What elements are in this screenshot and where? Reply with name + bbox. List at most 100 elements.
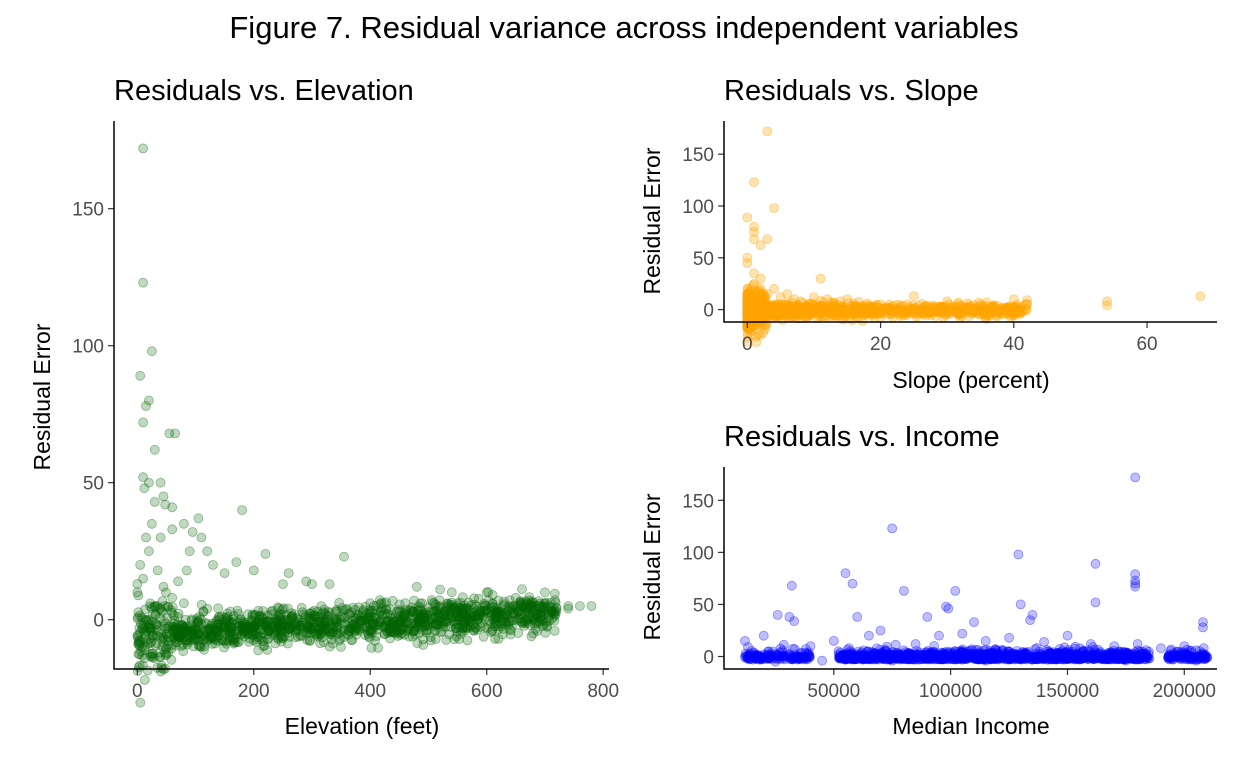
scatter-point [296,602,307,613]
scatter-point [1132,639,1143,649]
scatter-point [448,612,459,622]
scatter-point [135,560,146,570]
scatter-point [145,648,156,659]
scatter-point [460,625,471,636]
scatter-point [420,619,431,630]
scatter-point [512,614,522,625]
scatter-point [173,608,184,619]
scatter-point [1102,300,1112,311]
scatter-point [159,621,170,632]
scatter-point [957,628,968,639]
scatter-point [132,579,143,589]
scatter-point [155,532,166,543]
scatter-point [241,625,252,636]
scatter-point [253,632,264,642]
scatter-point [833,646,844,657]
scatter-point [365,615,376,626]
scatter-point [172,612,183,622]
scatter-point [455,606,466,616]
scatter-point [855,303,866,314]
scatter-point [395,625,406,636]
scatter-point [441,606,452,617]
x-axis-label: Median Income [892,713,1049,739]
scatter-point [158,491,169,502]
scatter-point [269,624,280,635]
scatter-point [452,600,463,611]
scatter-point [957,311,967,322]
scatter-point [1013,549,1024,560]
scatter-point [219,623,230,633]
scatter-point [287,622,298,633]
scatter-point [173,576,184,587]
scatter-point [322,613,333,624]
scatter-point [1156,643,1166,654]
scatter-point [456,615,467,626]
scatter-point [250,619,261,629]
scatter-point [543,607,553,617]
scatter-point [460,618,471,628]
scatter-point [367,622,378,633]
scatter-point [847,578,858,589]
scatter-point [534,616,545,627]
y-axis-label: Residual Error [639,493,665,640]
scatter-point [219,618,230,628]
scatter-point [224,634,235,645]
scatter-point [138,277,149,288]
scatter-point [416,616,427,627]
scatter-point [186,615,197,626]
scatter-point [540,601,551,612]
scatter-point [419,617,430,628]
scatter-point [516,598,527,609]
scatter-point [1195,291,1206,302]
scatter-point [271,624,282,635]
scatter-point [170,621,181,632]
scatter-point [869,302,879,313]
scatter-point [408,606,419,617]
scatter-point [277,617,288,628]
x-tick-label: 800 [587,681,619,702]
scatter-point [509,610,520,621]
scatter-point [431,605,442,616]
scatter-point [538,616,549,626]
scatter-point [154,647,165,658]
scatter-point [202,619,213,629]
scatter-point [417,621,428,632]
scatter-point [751,331,761,342]
scatter-point [1090,597,1101,608]
scatter-point [842,306,853,317]
scatter-point [171,634,182,645]
scatter-point [316,628,327,639]
scatter-point [395,616,406,627]
x-tick-label: 400 [354,681,386,702]
scatter-point [483,587,494,597]
scatter-point [353,609,364,620]
scatter-point [502,610,513,621]
scatter-point [239,631,250,642]
scatter-point [202,546,213,557]
scatter-point [1097,653,1108,664]
scatter-point [284,624,295,634]
scatter-point [134,610,145,621]
scatter-point [484,616,495,626]
scatter-point [521,603,532,614]
scatter-point [550,595,560,606]
scatter-point [292,617,303,627]
scatter-point [551,603,562,614]
scatter-point [522,607,533,618]
scatter-point [449,634,460,645]
scatter-point [312,631,323,642]
scatter-point [147,649,158,659]
scatter-point [509,608,519,619]
scatter-point [465,609,476,620]
scatter-point [206,629,217,640]
scatter-point [452,619,463,630]
scatter-point [384,624,395,635]
scatter-point [379,608,390,619]
scatter-point [149,444,160,455]
scatter-point [337,603,347,613]
scatter-point [138,143,149,154]
scatter-point [353,602,364,613]
scatter-point [182,635,193,645]
scatter-point [134,635,145,646]
scatter-point [446,597,457,608]
